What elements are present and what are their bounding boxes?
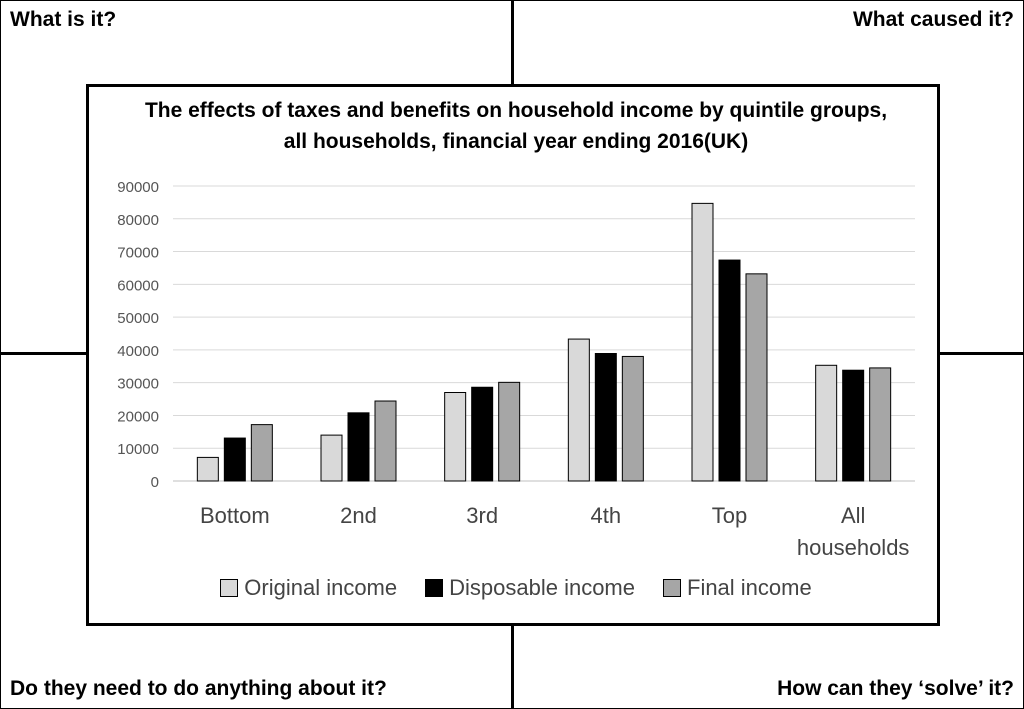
bar [691,202,714,482]
y-tick-label: 20000 [117,408,159,425]
legend-swatch [425,579,444,597]
y-tick-label: 0 [151,474,159,491]
bar [471,386,494,482]
bar [347,412,370,482]
x-category-label: 2nd [340,503,377,528]
y-tick-label: 30000 [117,376,159,393]
bar [250,424,273,482]
bar [842,369,865,482]
question-need-to-do-anything: Do they need to do anything about it? [10,677,387,700]
chart-panel: The effects of taxes and benefits on hou… [86,84,940,626]
chart-title: The effects of taxes and benefits on hou… [89,95,943,157]
x-category-label: households [797,535,910,560]
bar [594,352,617,482]
y-tick-label: 80000 [117,212,159,229]
x-category-label: Top [712,503,747,528]
bar [374,400,397,482]
x-category-label: Bottom [200,503,270,528]
y-tick-label: 10000 [117,441,159,458]
bar [223,437,246,482]
legend-item: Original income [220,575,397,601]
chart-legend: Original income Disposable income Final in… [89,575,943,603]
y-tick-label: 90000 [117,179,159,196]
question-how-to-solve: How can they ‘solve’ it? [777,677,1014,700]
question-what-caused-it: What caused it? [852,8,1014,31]
bar [498,381,521,482]
bar [567,338,590,482]
y-tick-label: 40000 [117,343,159,360]
legend-label: Original income [244,575,398,600]
bar [621,355,644,482]
legend-item: Final income [663,575,812,601]
bar [320,434,343,482]
question-what-is-it: What is it? [10,8,117,31]
bar [869,367,892,482]
legend-swatch [663,579,681,597]
bar-chart: 0 10000 20000 30000 40000 50000 60000 70000 8000… [117,179,915,560]
x-category-label: All [841,503,865,528]
legend-label: Final income [687,575,812,600]
chart-title-line-1: The effects of taxes and benefits on hou… [144,99,888,122]
y-tick-label: 60000 [117,277,159,294]
x-category-label: 3rd [466,503,498,528]
legend-item: Disposable income [425,575,635,601]
chart-title-line-2: all households, financial year ending 20… [283,130,749,153]
x-category-label: 4th [591,503,622,528]
bar [745,273,768,482]
legend-swatch [220,579,239,597]
bar [718,259,741,482]
bar [444,392,467,482]
y-tick-label: 70000 [117,245,159,262]
bar [196,456,219,482]
bar [815,364,838,482]
legend-label: Disposable income [449,575,635,600]
y-tick-label: 50000 [117,310,159,327]
